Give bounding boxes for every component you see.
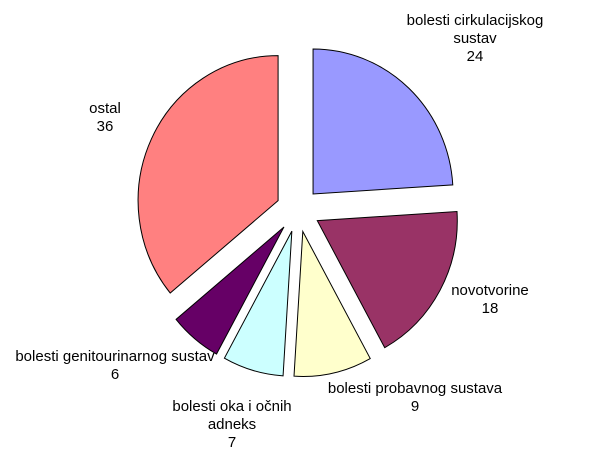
- pie-slice: [137, 55, 279, 294]
- slice-value: 9: [410, 398, 420, 415]
- pie-slice: [312, 48, 454, 195]
- pie-slice: [175, 226, 285, 355]
- slice-label: bolesti probavnog sustava 9: [305, 380, 525, 416]
- slice-label: bolesti genitourinarnog sustav 6: [15, 348, 215, 384]
- slice-value: 7: [227, 434, 237, 451]
- slice-name: ostal: [89, 100, 121, 117]
- slice-label: bolesti oka i očnih adneks 7: [147, 398, 317, 452]
- pie-slice: [293, 229, 371, 377]
- pie-slice: [223, 230, 293, 377]
- slice-name: bolesti cirkulacijskog sustav: [406, 12, 544, 47]
- pie-slice: [316, 210, 458, 349]
- slice-value: 36: [96, 118, 114, 135]
- slice-label: novotvorine 18: [440, 282, 540, 318]
- slice-name: bolesti oka i očnih adneks: [172, 398, 292, 433]
- slice-value: 18: [481, 300, 499, 317]
- slice-name: novotvorine: [451, 282, 529, 299]
- slice-value: 6: [110, 366, 120, 383]
- slice-label: bolesti cirkulacijskog sustav 24: [385, 12, 565, 66]
- slice-name: bolesti probavnog sustava: [327, 380, 503, 397]
- slice-value: 24: [466, 48, 484, 65]
- slice-name: bolesti genitourinarnog sustav: [15, 348, 215, 365]
- slice-label: ostal 36: [65, 100, 145, 136]
